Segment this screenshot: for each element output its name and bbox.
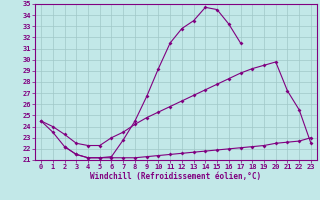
- X-axis label: Windchill (Refroidissement éolien,°C): Windchill (Refroidissement éolien,°C): [91, 172, 261, 181]
